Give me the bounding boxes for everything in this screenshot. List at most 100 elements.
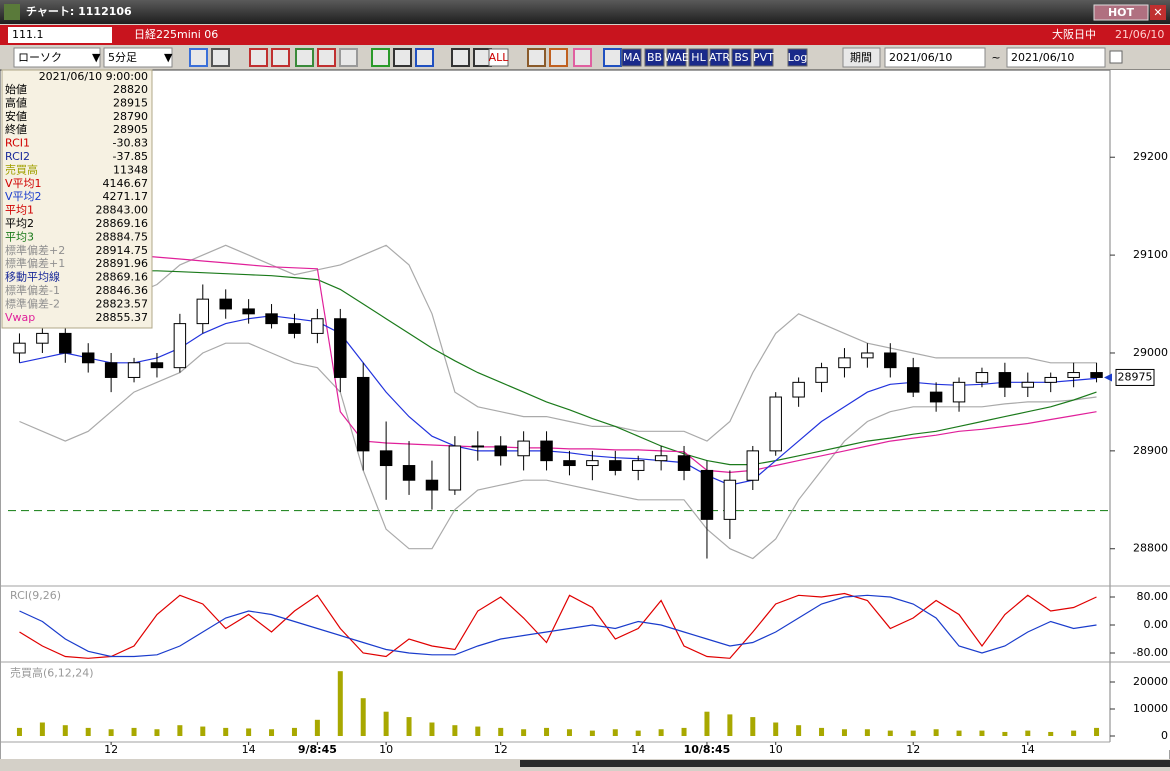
toolbar-icon-label[interactable]: HL xyxy=(691,51,706,64)
instrument-name: 日経225mini 06 xyxy=(134,28,218,41)
volume-bar xyxy=(269,729,275,736)
toolbar-icon[interactable] xyxy=(339,48,358,67)
toolbar-icon[interactable] xyxy=(603,48,622,67)
volume-bar xyxy=(39,722,45,736)
candle-body xyxy=(494,445,507,457)
info-value: 28915 xyxy=(113,96,148,109)
info-value: 28891.96 xyxy=(96,257,149,270)
period-button[interactable] xyxy=(842,47,881,68)
toolbar-icon[interactable] xyxy=(393,48,412,67)
y-tick-label: 29200 xyxy=(1133,150,1168,163)
volume-bar xyxy=(521,729,527,736)
candle-body xyxy=(906,367,920,393)
rci-line xyxy=(19,592,1097,659)
toolbar-icon[interactable] xyxy=(488,48,509,67)
candle-body xyxy=(242,308,255,315)
toolbar-icon[interactable] xyxy=(317,48,336,67)
toolbar-icon-label[interactable]: WAE xyxy=(664,51,689,64)
toolbar-icon[interactable] xyxy=(621,48,642,67)
candle-body xyxy=(975,372,989,383)
close-icon[interactable]: ✕ xyxy=(1153,6,1162,19)
toolbar-icon[interactable] xyxy=(731,48,752,67)
volume-bar xyxy=(841,729,847,736)
candle-body xyxy=(1090,372,1103,378)
close-button[interactable] xyxy=(1150,5,1166,20)
info-value: -30.83 xyxy=(113,137,148,150)
last-price-label: 28975 xyxy=(1118,370,1153,383)
info-value: 28869.16 xyxy=(96,271,149,284)
header-date: 21/06/10 xyxy=(1115,28,1164,41)
toolbar-icon-label[interactable]: PVT xyxy=(753,51,774,64)
toolbar-icon-label[interactable]: MA xyxy=(623,51,640,64)
dropdown-arrow[interactable]: ▼ xyxy=(92,51,101,64)
toolbar-icon[interactable] xyxy=(644,48,665,67)
toolbar-icon-label[interactable]: ATR xyxy=(709,51,730,64)
toolbar-icon[interactable] xyxy=(787,48,808,67)
volume-bar xyxy=(154,729,160,736)
code-input[interactable] xyxy=(8,27,112,43)
volume-bar xyxy=(1025,730,1031,736)
toolbar-icon[interactable] xyxy=(451,48,470,67)
x-tick-label: 12 xyxy=(906,743,920,756)
volume-bar xyxy=(1071,730,1077,736)
y-tick-label: 28800 xyxy=(1133,542,1168,555)
to-text[interactable]: 2021/06/10 xyxy=(1011,51,1074,64)
candle-body xyxy=(448,445,462,491)
interval[interactable]: 5分足 xyxy=(108,51,137,64)
toolbar-icon[interactable] xyxy=(415,48,434,67)
candle-body xyxy=(677,455,691,471)
volume-bar xyxy=(498,727,504,736)
chart-type-select[interactable] xyxy=(13,47,101,68)
interval-select[interactable] xyxy=(103,47,173,68)
volume-bar xyxy=(727,714,733,736)
info-label: 平均2 xyxy=(5,217,34,230)
hot-button[interactable] xyxy=(1093,4,1149,21)
toolbar-icon-label[interactable]: ALL xyxy=(489,51,510,64)
x-tick-label: 10/8:45 xyxy=(684,743,731,756)
from-date[interactable] xyxy=(884,47,986,68)
toolbar-icon[interactable] xyxy=(688,48,709,67)
x-tick-label: 12 xyxy=(494,743,508,756)
toolbar-icon[interactable] xyxy=(249,48,268,67)
candle-body xyxy=(425,479,439,491)
toolbar-icon[interactable] xyxy=(371,48,390,67)
toolbar-icon[interactable] xyxy=(549,48,568,67)
candle-body xyxy=(471,445,485,448)
info-value: 28823.57 xyxy=(96,297,149,310)
candle-body xyxy=(861,352,874,359)
candle-body xyxy=(792,381,805,398)
toolbar-icon[interactable] xyxy=(709,48,730,67)
hot-label[interactable]: HOT xyxy=(1108,6,1135,19)
volume-bar xyxy=(589,730,595,736)
candle-body xyxy=(586,460,599,467)
chart-type[interactable]: ローソク xyxy=(18,51,62,64)
toolbar-icon[interactable] xyxy=(666,48,687,67)
scroll-thumb[interactable] xyxy=(520,760,1170,767)
dropdown-arrow[interactable]: ▼ xyxy=(164,51,173,64)
to-date[interactable] xyxy=(1006,47,1106,68)
candle-body xyxy=(196,298,210,325)
info-label: Vwap xyxy=(5,311,35,324)
toolbar-icon-label[interactable]: BS xyxy=(734,51,748,64)
info-label: RCI2 xyxy=(5,150,30,163)
toolbar-icon[interactable] xyxy=(271,48,290,67)
code-text[interactable]: 111.1 xyxy=(12,28,44,41)
toolbar-icon[interactable] xyxy=(753,48,774,67)
info-value: 28884.75 xyxy=(96,230,149,243)
toolbar-icon[interactable] xyxy=(211,48,230,67)
toolbar-icon[interactable] xyxy=(295,48,314,67)
toolbar-icon[interactable] xyxy=(527,48,546,67)
info-value: 4271.17 xyxy=(103,190,149,203)
toolbar-icon[interactable] xyxy=(573,48,592,67)
x-tick-label: 14 xyxy=(242,743,256,756)
toolbar-icon-label[interactable]: BB xyxy=(647,51,662,64)
checkbox[interactable] xyxy=(1109,50,1123,64)
period-label[interactable]: 期間 xyxy=(850,51,872,64)
toolbar-icon-label[interactable]: Log xyxy=(788,51,808,64)
from-text[interactable]: 2021/06/10 xyxy=(889,51,952,64)
toolbar-icon[interactable] xyxy=(189,48,208,67)
y-tick-label: 80.00 xyxy=(1137,590,1169,603)
x-tick-label: 14 xyxy=(631,743,645,756)
candle-body xyxy=(81,352,95,364)
